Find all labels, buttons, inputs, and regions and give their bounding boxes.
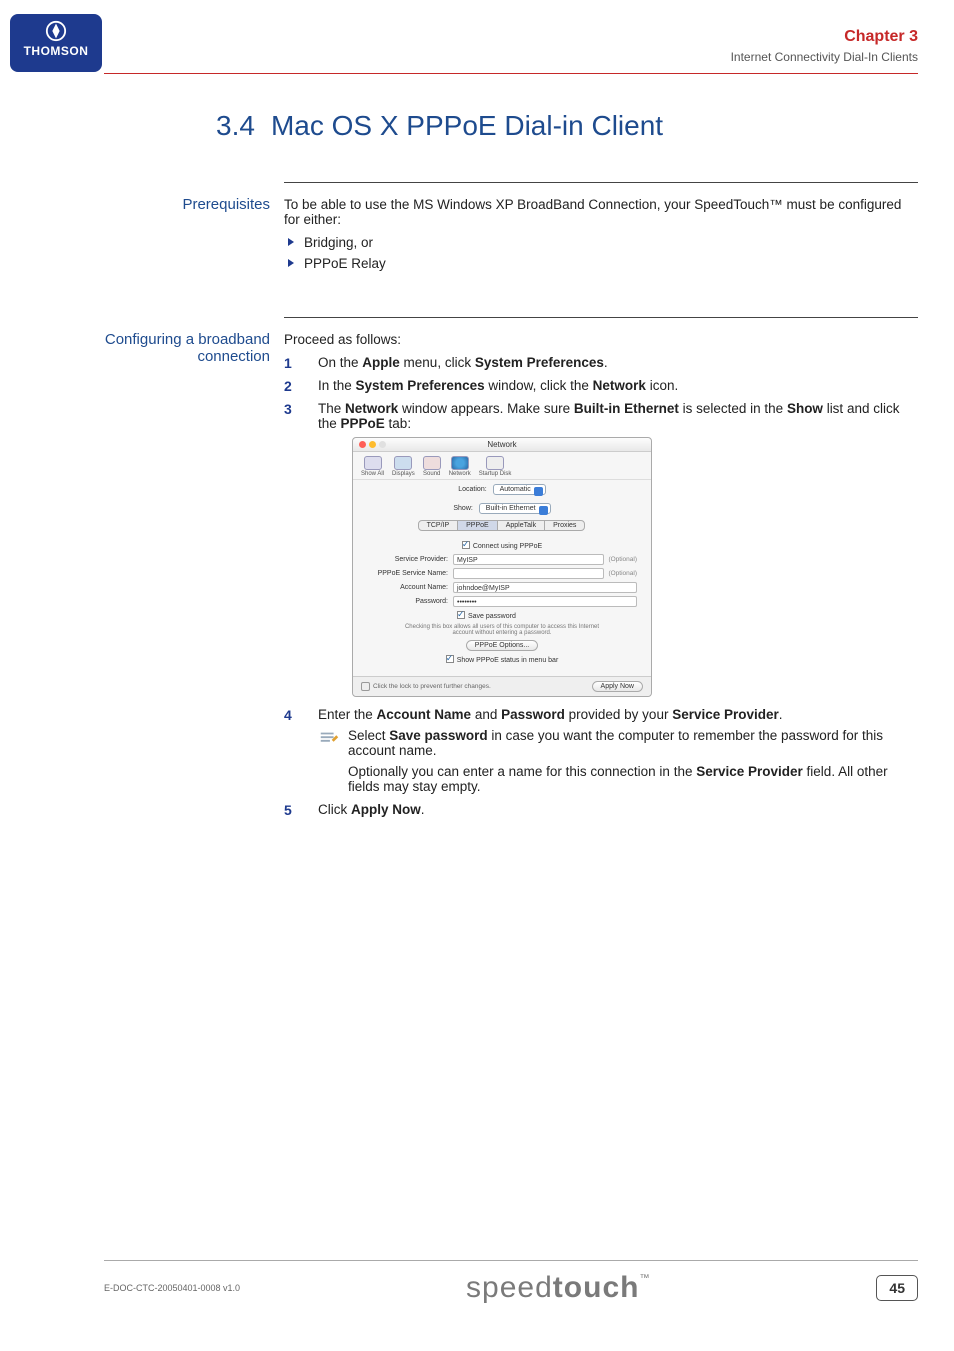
step-5: Click Apply Now. bbox=[284, 802, 918, 817]
toolbar-startup[interactable]: Startup Disk bbox=[479, 456, 512, 477]
thomson-logo: THOMSON bbox=[10, 14, 102, 72]
pppoe-service-name-input[interactable] bbox=[453, 568, 604, 579]
header-rule bbox=[104, 73, 918, 74]
service-provider-input[interactable]: MyISP bbox=[453, 554, 604, 565]
mac-bottom-bar: Click the lock to prevent further change… bbox=[353, 676, 651, 696]
section-heading: 3.4 Mac OS X PPPoE Dial-in Client bbox=[216, 110, 918, 142]
apply-now-button[interactable]: Apply Now bbox=[592, 681, 643, 692]
toolbar-sound[interactable]: Sound bbox=[423, 456, 441, 477]
tab-appletalk[interactable]: AppleTalk bbox=[497, 520, 545, 531]
config-intro: Proceed as follows: bbox=[284, 332, 918, 347]
show-status-checkbox[interactable] bbox=[446, 655, 454, 663]
tab-tcpip[interactable]: TCP/IP bbox=[418, 520, 459, 531]
tab-proxies[interactable]: Proxies bbox=[544, 520, 585, 531]
prereq-item: Bridging, or bbox=[306, 235, 918, 250]
prerequisites-label: Prerequisites bbox=[104, 182, 284, 277]
rule bbox=[284, 317, 918, 318]
note-1: Select Save password in case you want th… bbox=[318, 728, 918, 758]
config-block: Configuring a broadband connection Proce… bbox=[104, 317, 918, 825]
page-footer: E-DOC-CTC-20050401-0008 v1.0 speedtouch™… bbox=[104, 1260, 918, 1305]
rule bbox=[284, 182, 918, 183]
step-2: In the System Preferences window, click … bbox=[284, 378, 918, 393]
note-2: Optionally you can enter a name for this… bbox=[318, 764, 918, 794]
account-name-input[interactable]: johndoe@MyISP bbox=[453, 582, 637, 593]
config-steps: On the Apple menu, click System Preferen… bbox=[284, 355, 918, 817]
save-password-note: Checking this box allows all users of th… bbox=[367, 624, 637, 636]
sp-label: Service Provider: bbox=[367, 556, 453, 563]
mac-titlebar: Network bbox=[353, 438, 651, 452]
location-row: Location: Automatic bbox=[353, 480, 651, 499]
prereq-list: Bridging, or PPPoE Relay bbox=[284, 235, 918, 271]
location-label: Location: bbox=[458, 486, 486, 493]
page-header: Chapter 3 Internet Connectivity Dial-In … bbox=[731, 28, 918, 64]
show-row: Show: Built-in Ethernet bbox=[353, 499, 651, 518]
thomson-icon bbox=[45, 20, 67, 42]
tab-pppoe[interactable]: PPPoE bbox=[457, 520, 498, 531]
chapter-label: Chapter 3 bbox=[731, 28, 918, 46]
location-select[interactable]: Automatic bbox=[493, 484, 546, 495]
toolbar-displays[interactable]: Displays bbox=[392, 456, 415, 477]
pppoe-options-button[interactable]: PPPoE Options... bbox=[466, 640, 538, 651]
pppoe-form: Connect using PPPoE Service Provider:MyI… bbox=[353, 531, 651, 676]
prereq-item: PPPoE Relay bbox=[306, 256, 918, 271]
section-number: 3.4 bbox=[216, 110, 255, 142]
speedtouch-logo: speedtouch™ bbox=[466, 1271, 650, 1305]
doc-code: E-DOC-CTC-20050401-0008 v1.0 bbox=[104, 1283, 240, 1293]
lock-icon bbox=[361, 682, 370, 691]
step-1: On the Apple menu, click System Preferen… bbox=[284, 355, 918, 370]
password-input[interactable]: •••••••• bbox=[453, 596, 637, 607]
chapter-subtitle: Internet Connectivity Dial-In Clients bbox=[731, 50, 918, 64]
prerequisites-block: Prerequisites To be able to use the MS W… bbox=[104, 182, 918, 277]
lock-row[interactable]: Click the lock to prevent further change… bbox=[361, 682, 491, 691]
mac-network-window: Network Show All Displays Sound Network … bbox=[352, 437, 652, 697]
psn-label: PPPoE Service Name: bbox=[367, 570, 453, 577]
prereq-intro: To be able to use the MS Windows XP Broa… bbox=[284, 197, 918, 227]
save-password-checkbox[interactable] bbox=[457, 611, 465, 619]
note-icon bbox=[318, 728, 348, 758]
page-number: 45 bbox=[876, 1275, 918, 1301]
acct-label: Account Name: bbox=[367, 584, 453, 591]
config-label: Configuring a broadband connection bbox=[104, 317, 284, 825]
step-4: Enter the Account Name and Password prov… bbox=[284, 707, 918, 794]
mac-tabs: TCP/IP PPPoE AppleTalk Proxies bbox=[353, 520, 651, 531]
toolbar-network[interactable]: Network bbox=[449, 456, 471, 477]
section-title: Mac OS X PPPoE Dial-in Client bbox=[271, 110, 663, 142]
step-3: The Network window appears. Make sure Bu… bbox=[284, 401, 918, 697]
pwd-label: Password: bbox=[367, 598, 453, 605]
connect-pppoe-checkbox[interactable] bbox=[462, 541, 470, 549]
show-select[interactable]: Built-in Ethernet bbox=[479, 503, 551, 514]
toolbar-showall[interactable]: Show All bbox=[361, 456, 384, 477]
mac-toolbar: Show All Displays Sound Network Startup … bbox=[353, 452, 651, 480]
mac-window-title: Network bbox=[353, 440, 651, 449]
show-label: Show: bbox=[453, 505, 472, 512]
thomson-brand-text: THOMSON bbox=[10, 44, 102, 58]
